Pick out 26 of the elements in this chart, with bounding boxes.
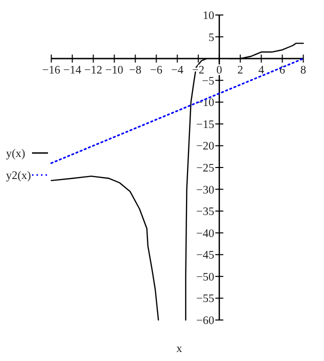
x-tick-label: −12: [84, 64, 103, 77]
x-tick-label: −16: [42, 64, 61, 77]
y-tick-label: −60: [196, 315, 215, 327]
y-tick-label: −50: [196, 271, 215, 284]
x-axis-title: x: [176, 343, 182, 355]
y-tick-label: −30: [196, 184, 215, 196]
x-tick-label: 2: [237, 64, 244, 77]
y-tick-label: −15: [196, 118, 215, 131]
y-tick-label: 10: [202, 10, 215, 22]
y-tick-label: −55: [196, 293, 215, 306]
legend-label: y2(x): [6, 170, 32, 182]
y-tick-label: −35: [196, 206, 215, 218]
x-tick-label: 4: [258, 64, 264, 77]
x-tick-label: −6: [150, 64, 163, 77]
x-tick-label: 8: [300, 64, 306, 77]
y-tick-label: −20: [196, 140, 215, 153]
y-tick-label: −5: [202, 75, 215, 88]
x-tick-label: −4: [171, 64, 184, 77]
y-tick-label: −40: [196, 228, 215, 240]
x-tick-label: −8: [129, 64, 142, 77]
x-tick-label: −14: [63, 64, 82, 77]
y-tick-label: 5: [208, 32, 215, 44]
legend-label: y(x): [6, 148, 26, 160]
x-tick-label: −10: [105, 64, 124, 77]
y-tick-label: −25: [196, 162, 215, 174]
y-tick-label: −45: [196, 250, 215, 262]
